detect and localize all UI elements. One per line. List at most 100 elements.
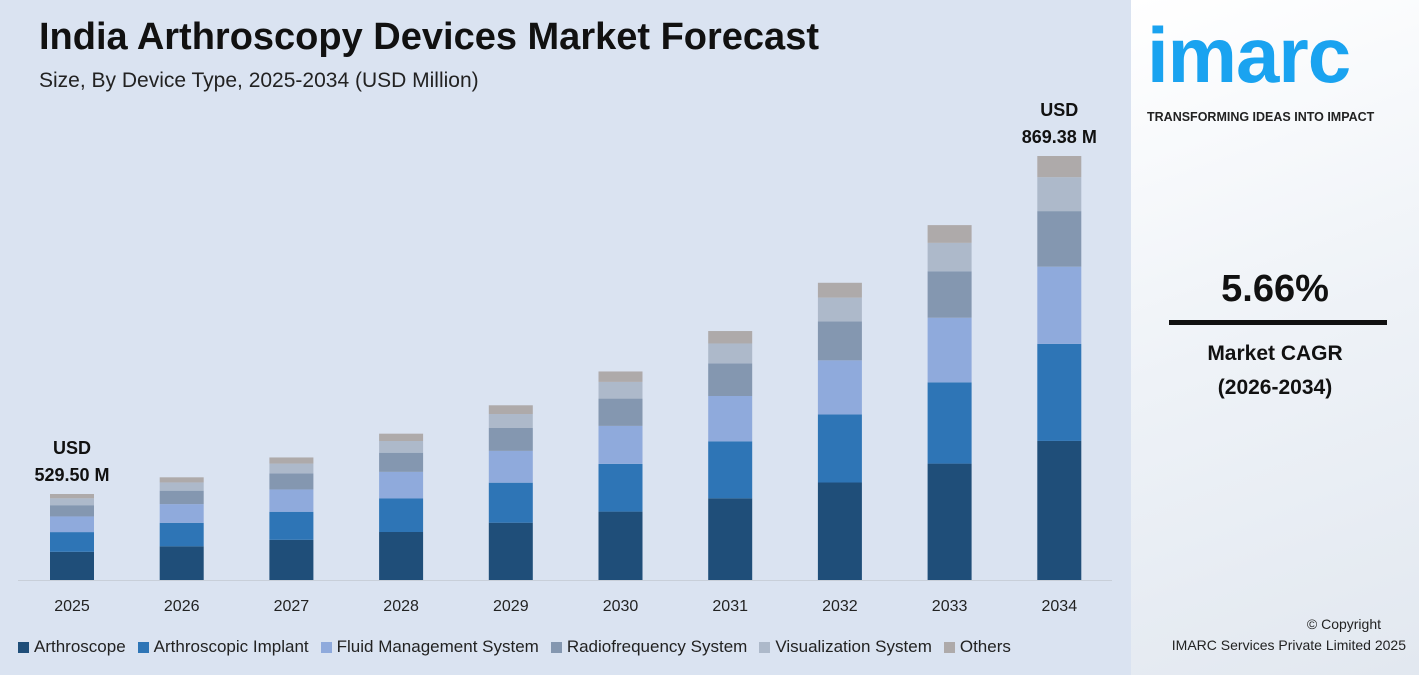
total-label: USD <box>1040 100 1078 120</box>
legend-swatch <box>320 641 332 653</box>
bar-segment-2031-radiofrequency-system <box>708 363 753 397</box>
legend-label: Visualization System <box>775 637 932 656</box>
bar-segment-2028-arthroscope <box>379 532 424 580</box>
bar-segment-2025-visualization-system <box>50 498 94 506</box>
bar-segment-2027-radiofrequency-system <box>269 473 314 490</box>
bar-segment-2034-arthroscopic-implant <box>1037 343 1082 441</box>
stacked-bar-chart: 2025 2026 2027 2028 2029 2030 2031 2032 2033 2034… <box>18 100 1112 615</box>
legend-swatch <box>18 641 29 653</box>
legend-swatch <box>943 641 955 653</box>
legend-label: Others <box>959 637 1011 656</box>
bar-segment-2034-visualization-system <box>1037 177 1082 212</box>
bar-segment-2033-fluid-management-system <box>927 317 972 383</box>
bar-segment-2027-arthroscopic-implant <box>269 511 314 540</box>
bar-segment-2026-arthroscope <box>159 546 204 580</box>
bar-segment-2025-radiofrequency-system <box>50 505 94 517</box>
x-tick-label: 2029 <box>493 598 529 615</box>
bar-segment-2029-visualization-system <box>488 414 533 428</box>
bar-segment-2030-arthroscope <box>598 511 643 580</box>
bar-segment-2026-fluid-management-system <box>159 504 204 523</box>
x-tick-label: 2025 <box>54 598 90 615</box>
bar-segment-2028-others <box>379 433 424 441</box>
bar-segment-2031-fluid-management-system <box>708 396 753 442</box>
total-label: USD <box>53 438 91 458</box>
bar-segment-2025-fluid-management-system <box>50 516 94 533</box>
bar-segment-2033-visualization-system <box>927 242 972 272</box>
bar-segment-2026-radiofrequency-system <box>159 490 204 505</box>
x-tick-label: 2027 <box>274 598 310 615</box>
info-panel: imarc TRANSFORMING IDEAS INTO IMPACT 5.6… <box>1131 0 1419 675</box>
legend-label: Radiofrequency System <box>566 637 748 656</box>
bar-segment-2029-arthroscopic-implant <box>488 482 533 523</box>
bar-segment-2030-arthroscopic-implant <box>598 463 643 512</box>
legend-item: Fluid Management System <box>320 637 539 657</box>
bar-segment-2032-fluid-management-system <box>817 360 862 415</box>
bar-segment-2034-others <box>1037 156 1082 178</box>
legend-item: Visualization System <box>759 637 932 657</box>
legend-item: Others <box>943 637 1011 657</box>
cagr-value: 5.66% <box>1221 268 1329 310</box>
bar-segment-2027-fluid-management-system <box>269 489 314 512</box>
x-tick-label: 2028 <box>383 598 419 615</box>
chart-subtitle: Size, By Device Type, 2025-2034 (USD Mil… <box>39 69 479 92</box>
bar-segment-2032-visualization-system <box>817 297 862 322</box>
legend-swatch <box>759 641 771 653</box>
imarc-logo: imarc <box>1147 11 1351 99</box>
legend-swatch <box>550 641 562 653</box>
total-label: 869.38 M <box>1022 127 1097 147</box>
bar-segment-2029-arthroscope <box>488 522 533 580</box>
bar-segment-2033-arthroscopic-implant <box>927 382 972 464</box>
legend-item: Radiofrequency System <box>550 637 748 657</box>
bar-segment-2025-others <box>50 494 94 499</box>
x-tick-label: 2030 <box>603 598 639 615</box>
bar-segment-2030-fluid-management-system <box>598 425 643 464</box>
bar-segment-2025-arthroscope <box>50 551 94 580</box>
bar-segment-2026-visualization-system <box>159 482 204 491</box>
total-label: 529.50 M <box>34 465 109 485</box>
bar-segment-2033-radiofrequency-system <box>927 271 972 318</box>
bar-segment-2025-arthroscopic-implant <box>50 532 94 552</box>
bar-segment-2030-others <box>598 371 643 382</box>
bar-segment-2031-visualization-system <box>708 343 753 364</box>
legend: Arthroscope Arthroscopic Implant Fluid Man… <box>18 637 1011 657</box>
legend-label: Fluid Management System <box>336 637 539 656</box>
x-tick-label: 2031 <box>712 598 748 615</box>
bar-segment-2030-visualization-system <box>598 381 643 399</box>
bar-segment-2029-others <box>488 405 533 415</box>
x-tick-label: 2033 <box>932 598 968 615</box>
chart-panel: India Arthroscopy Devices Market Forecas… <box>18 16 1112 657</box>
chart-title: India Arthroscopy Devices Market Forecas… <box>39 16 819 58</box>
bar-segment-2031-arthroscopic-implant <box>708 441 753 499</box>
bar-segment-2031-others <box>708 331 753 344</box>
legend-label: Arthroscope <box>34 637 126 656</box>
bar-segment-2029-radiofrequency-system <box>488 427 533 451</box>
cagr-period: (2026-2034) <box>1217 376 1333 399</box>
bar-segment-2034-radiofrequency-system <box>1037 211 1082 267</box>
x-tick-label: 2034 <box>1042 598 1078 615</box>
tagline: TRANSFORMING IDEAS INTO IMPACT <box>1147 110 1375 124</box>
bar-segment-2027-arthroscope <box>269 539 314 580</box>
bar-segment-2031-arthroscope <box>708 498 753 580</box>
bar-segment-2028-radiofrequency-system <box>379 452 424 472</box>
bar-segment-2027-visualization-system <box>269 463 314 474</box>
legend-item: Arthroscopic Implant <box>137 637 309 657</box>
legend-label: Arthroscopic Implant <box>153 637 309 656</box>
bar-segment-2026-others <box>159 477 204 483</box>
bar-segment-2028-fluid-management-system <box>379 471 424 499</box>
bar-segment-2027-others <box>269 457 314 464</box>
bar-segment-2032-radiofrequency-system <box>817 321 862 361</box>
bar-segment-2028-arthroscopic-implant <box>379 498 424 533</box>
company-name: IMARC Services Private Limited 2025 <box>1171 637 1406 653</box>
bar-segment-2033-others <box>927 225 972 243</box>
bar-segment-2032-others <box>817 282 862 298</box>
bar-segment-2034-fluid-management-system <box>1037 266 1082 344</box>
bar-segment-2026-arthroscopic-implant <box>159 522 204 547</box>
cagr-label: Market CAGR <box>1207 342 1343 365</box>
divider <box>1169 320 1387 325</box>
bar-segment-2030-radiofrequency-system <box>598 398 643 426</box>
x-tick-label: 2026 <box>164 598 200 615</box>
x-tick-label: 2032 <box>822 598 858 615</box>
bar-segment-2034-arthroscope <box>1037 440 1082 580</box>
legend-item: Arthroscope <box>18 637 126 657</box>
legend-swatch <box>137 641 149 653</box>
